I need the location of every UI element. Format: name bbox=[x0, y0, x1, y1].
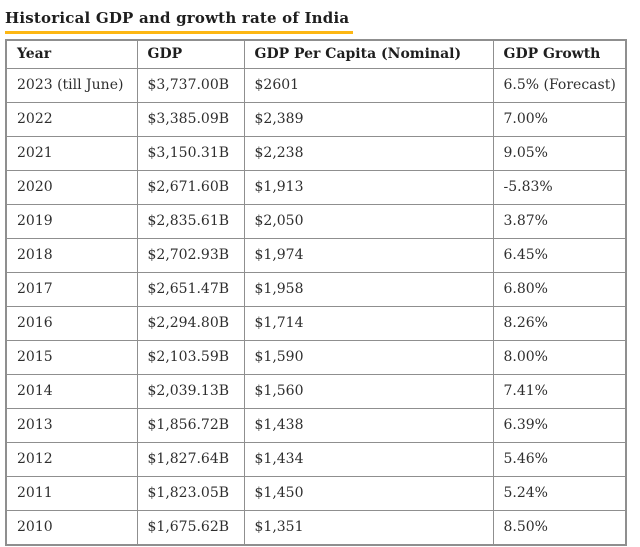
cell-gdp-per-capita: $1,590 bbox=[243, 339, 494, 375]
cell-year: 2011 bbox=[5, 475, 138, 511]
cell-gdp-per-capita: $1,450 bbox=[243, 475, 494, 511]
cell-gdp-growth: 6.5% (Forecast) bbox=[492, 67, 627, 103]
cell-gdp: $2,103.59B bbox=[136, 339, 245, 375]
cell-gdp-per-capita: $1,434 bbox=[243, 441, 494, 477]
cell-gdp-growth: 8.26% bbox=[492, 305, 627, 341]
cell-gdp-growth: -5.83% bbox=[492, 169, 627, 205]
table-row: 2015 $2,103.59B $1,590 8.00% bbox=[5, 339, 627, 375]
cell-gdp: $3,150.31B bbox=[136, 135, 245, 171]
cell-gdp-per-capita: $1,974 bbox=[243, 237, 494, 273]
table-row: 2018 $2,702.93B $1,974 6.45% bbox=[5, 237, 627, 273]
cell-year: 2013 bbox=[5, 407, 138, 443]
cell-gdp-per-capita: $1,351 bbox=[243, 509, 494, 546]
table-row: 2013 $1,856.72B $1,438 6.39% bbox=[5, 407, 627, 443]
table-row: 2023 (till June) $3,737.00B $2601 6.5% (For… bbox=[5, 67, 627, 103]
cell-gdp-per-capita: $1,913 bbox=[243, 169, 494, 205]
cell-gdp-growth: 7.41% bbox=[492, 373, 627, 409]
table-header-row: Year GDP GDP Per Capita (Nominal) GDP Growt… bbox=[5, 39, 627, 69]
cell-year: 2020 bbox=[5, 169, 138, 205]
cell-gdp-per-capita: $1,958 bbox=[243, 271, 494, 307]
table-row: 2011 $1,823.05B $1,450 5.24% bbox=[5, 475, 627, 511]
cell-gdp: $3,385.09B bbox=[136, 101, 245, 137]
cell-gdp-growth: 8.00% bbox=[492, 339, 627, 375]
cell-gdp-growth: 7.00% bbox=[492, 101, 627, 137]
cell-year: 2010 bbox=[5, 509, 138, 546]
cell-gdp-per-capita: $1,714 bbox=[243, 305, 494, 341]
cell-gdp-growth: 8.50% bbox=[492, 509, 627, 546]
table-row: 2016 $2,294.80B $1,714 8.26% bbox=[5, 305, 627, 341]
cell-gdp-per-capita: $1,560 bbox=[243, 373, 494, 409]
cell-year: 2016 bbox=[5, 305, 138, 341]
column-header-gdp: GDP bbox=[136, 39, 245, 69]
cell-gdp: $2,294.80B bbox=[136, 305, 245, 341]
cell-year: 2012 bbox=[5, 441, 138, 477]
cell-gdp-growth: 5.24% bbox=[492, 475, 627, 511]
cell-gdp-per-capita: $2,389 bbox=[243, 101, 494, 137]
cell-year: 2019 bbox=[5, 203, 138, 239]
cell-year: 2014 bbox=[5, 373, 138, 409]
table-row: 2017 $2,651.47B $1,958 6.80% bbox=[5, 271, 627, 307]
gdp-table: Year GDP GDP Per Capita (Nominal) GDP Growt… bbox=[5, 38, 627, 546]
cell-gdp: $1,856.72B bbox=[136, 407, 245, 443]
cell-year: 2017 bbox=[5, 271, 138, 307]
column-header-year: Year bbox=[5, 39, 138, 69]
table-row: 2019 $2,835.61B $2,050 3.87% bbox=[5, 203, 627, 239]
cell-gdp-growth: 6.45% bbox=[492, 237, 627, 273]
cell-gdp: $2,835.61B bbox=[136, 203, 245, 239]
cell-gdp: $3,737.00B bbox=[136, 67, 245, 103]
cell-year: 2022 bbox=[5, 101, 138, 137]
cell-year: 2023 (till June) bbox=[5, 67, 138, 103]
cell-gdp: $2,671.60B bbox=[136, 169, 245, 205]
cell-year: 2015 bbox=[5, 339, 138, 375]
cell-gdp: $1,675.62B bbox=[136, 509, 245, 546]
cell-gdp: $1,827.64B bbox=[136, 441, 245, 477]
cell-year: 2018 bbox=[5, 237, 138, 273]
table-body: 2023 (till June) $3,737.00B $2601 6.5% (For… bbox=[5, 67, 627, 546]
cell-gdp-growth: 3.87% bbox=[492, 203, 627, 239]
table-row: 2012 $1,827.64B $1,434 5.46% bbox=[5, 441, 627, 477]
table-header: Year GDP GDP Per Capita (Nominal) GDP Growt… bbox=[5, 39, 627, 69]
cell-gdp-growth: 6.39% bbox=[492, 407, 627, 443]
cell-gdp-per-capita: $2601 bbox=[243, 67, 494, 103]
cell-gdp: $2,702.93B bbox=[136, 237, 245, 273]
cell-gdp-growth: 5.46% bbox=[492, 441, 627, 477]
cell-gdp-per-capita: $2,238 bbox=[243, 135, 494, 171]
cell-gdp: $1,823.05B bbox=[136, 475, 245, 511]
table-row: 2014 $2,039.13B $1,560 7.41% bbox=[5, 373, 627, 409]
table-row: 2020 $2,671.60B $1,913 -5.83% bbox=[5, 169, 627, 205]
table-row: 2022 $3,385.09B $2,389 7.00% bbox=[5, 101, 627, 137]
column-header-gdp-per-capita: GDP Per Capita (Nominal) bbox=[243, 39, 494, 69]
table-row: 2021 $3,150.31B $2,238 9.05% bbox=[5, 135, 627, 171]
table-row: 2010 $1,675.62B $1,351 8.50% bbox=[5, 509, 627, 546]
cell-year: 2021 bbox=[5, 135, 138, 171]
cell-gdp-per-capita: $2,050 bbox=[243, 203, 494, 239]
cell-gdp: $2,651.47B bbox=[136, 271, 245, 307]
cell-gdp-growth: 9.05% bbox=[492, 135, 627, 171]
cell-gdp: $2,039.13B bbox=[136, 373, 245, 409]
cell-gdp-growth: 6.80% bbox=[492, 271, 627, 307]
page-title: Historical GDP and growth rate of India bbox=[5, 9, 354, 34]
column-header-gdp-growth: GDP Growth bbox=[492, 39, 627, 69]
cell-gdp-per-capita: $1,438 bbox=[243, 407, 494, 443]
